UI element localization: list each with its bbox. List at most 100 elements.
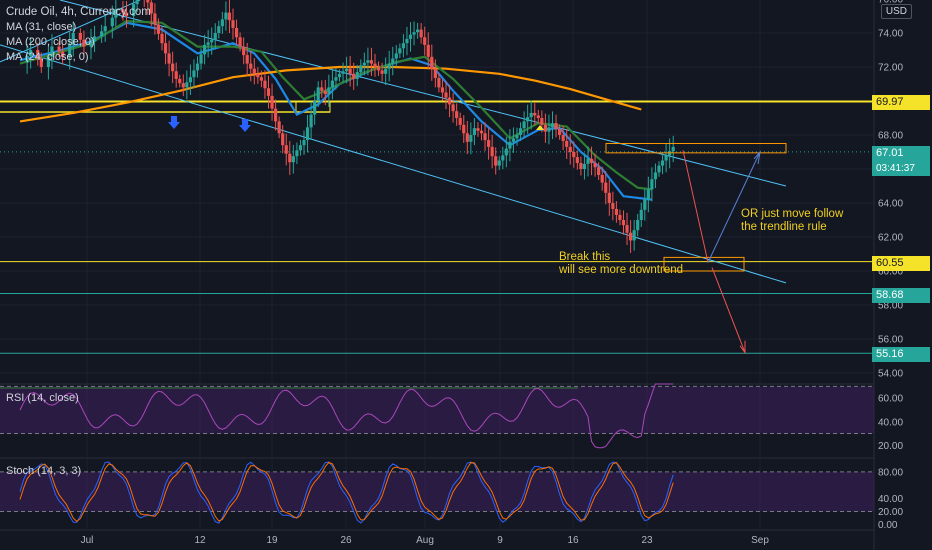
candle-body [316,87,320,101]
candle-body [423,37,427,45]
candle-body [437,78,441,88]
currency-button[interactable]: USD [880,4,912,19]
candle-body [124,12,129,16]
candle-body [543,124,547,132]
y-tick-label: 58.00 [878,301,903,312]
candle-body [416,29,420,33]
legend-ma24[interactable]: MA (24, close, 0) [6,51,89,63]
x-tick-label: 9 [497,535,503,546]
candle-body [337,73,342,78]
legend-ma31[interactable]: MA (31, close) [6,21,77,33]
support2-price-label: 58.68 [872,288,930,303]
candle-body [540,118,544,125]
symbol-title[interactable]: Crude Oil, 4h, Currency.com [6,6,151,18]
candle-body [46,56,50,67]
resistance-price-label: 69.97 [872,95,930,110]
stoch-d-line [19,461,674,523]
candle-body [621,220,626,226]
stoch-tick-label: 80.00 [878,467,903,478]
candle-body [490,146,494,157]
candle-body [533,112,537,116]
candle-body [100,31,104,37]
candle-body [529,112,533,118]
candle-body [589,158,594,164]
candle-body [181,83,185,88]
breakdown-note[interactable]: Break this will see more downtrend [559,251,683,277]
candle-body [163,43,168,54]
rsi-legend[interactable]: RSI (14, close) [6,392,79,404]
candle-body [526,117,530,122]
candle-body [192,70,196,78]
trendline-note[interactable]: OR just move follow the trendline rule [741,208,843,234]
x-tick-label: 26 [340,535,352,546]
x-tick-label: Jul [81,535,94,546]
candle-body [554,123,558,130]
candle-body [288,153,292,163]
candle-body [508,141,512,149]
candle-body [220,19,224,27]
candle-body [284,145,288,154]
candle-body [458,118,462,125]
candle-body [348,68,352,74]
candle-body [518,128,523,135]
candle-body [298,145,303,151]
candle-body [604,182,608,193]
chart-legend[interactable]: Crude Oil, 4h, Currency.com MA (31, clos… [6,5,151,65]
legend-ma200[interactable]: MA (200, close, 0) [6,36,95,48]
candle-body [242,46,246,56]
candle-body [171,63,175,72]
candle-body [650,179,654,190]
candle-body [657,165,661,173]
stoch-band [0,471,874,512]
breakdown-note-line2: will see more downtrend [559,264,684,276]
candle-body [71,33,75,45]
y-tick-label: 76.00 [878,0,903,6]
candle-body [476,128,480,131]
y-tick-label: 60.00 [878,267,903,278]
moving-average-line-1 [19,65,642,123]
breakdown-note-line1: Break this [559,251,611,263]
candle-body [39,58,43,67]
candle-body [494,156,498,166]
candle-body [455,111,459,118]
channel-upper [59,0,787,187]
candle-body [451,104,455,112]
candle-body [334,77,338,81]
candle-body [558,129,562,135]
candle-body [345,68,349,72]
candle-body [320,87,324,91]
channel-lower [0,44,787,284]
candle-body [270,95,274,109]
candle-body [295,150,299,157]
trendline-note-line1: OR just move follow [741,208,844,220]
candle-body [355,72,359,79]
candle-body [536,115,540,118]
candle-body [487,140,491,147]
support3-price-label: 55.16 [872,347,930,362]
candle-body [266,88,271,96]
candle-body [114,9,118,18]
candle-body [614,208,618,215]
stoch-tick-label: 20.00 [878,507,903,518]
candle-body [274,108,278,122]
candle-body [185,82,189,88]
breakdown-zone-box [663,256,745,272]
candle-body [408,34,413,39]
candle-body [213,33,217,40]
candle-body [29,50,33,56]
marker-icon [536,125,544,130]
candle-body [224,12,228,20]
candle-body [579,163,583,169]
candle-body [625,225,629,233]
stoch-legend[interactable]: Stoch (14, 3, 3) [6,465,82,477]
candle-body [36,50,40,59]
candle-body [174,71,178,79]
candle-body [302,140,306,146]
candle-body [618,214,622,220]
candle-body [330,80,334,88]
candle-body [89,41,93,47]
rsi-tick-label: 60.00 [878,394,903,405]
candle-body [341,71,345,74]
candle-body [384,68,388,74]
